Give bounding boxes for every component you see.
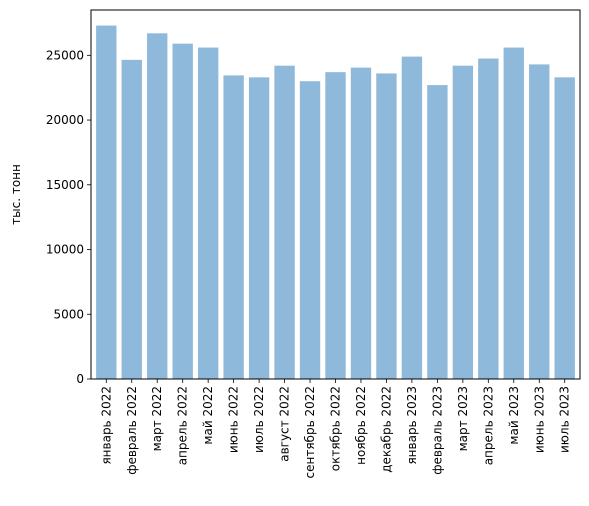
x-tick-label: июнь 2022 — [227, 386, 241, 453]
bar — [274, 65, 295, 380]
x-tick-label: декабрь 2022 — [379, 386, 393, 473]
x-tick-label: октябрь 2022 — [329, 386, 343, 471]
x-tick-label: июнь 2023 — [532, 386, 546, 453]
bars — [96, 25, 575, 380]
x-tick-label: январь 2023 — [405, 386, 419, 465]
bar — [350, 67, 372, 380]
x-tick-label: февраль 2023 — [430, 386, 444, 475]
x-tick-label: январь 2022 — [99, 386, 113, 465]
bar — [325, 72, 346, 380]
y-tick-label: 0 — [76, 372, 84, 386]
bar — [401, 56, 423, 380]
x-tick-label: сентябрь 2022 — [303, 386, 317, 478]
y-axis-label: тыс. тонн — [9, 164, 23, 225]
x-tick-label: март 2023 — [456, 386, 470, 451]
bar — [503, 47, 524, 380]
bar — [554, 77, 575, 379]
x-tick-label: февраль 2022 — [125, 386, 139, 475]
y-tick-label: 15000 — [46, 178, 84, 192]
bar — [248, 77, 270, 379]
bar — [147, 33, 168, 380]
plot-frame — [90, 9, 581, 380]
bar — [299, 81, 321, 380]
bar — [223, 75, 244, 379]
x-tick-label: август 2022 — [278, 386, 292, 462]
x-tick-label: март 2022 — [150, 386, 164, 451]
x-tick-label: июль 2023 — [558, 386, 572, 453]
bar — [96, 25, 117, 379]
y-tick-label: 10000 — [46, 243, 84, 257]
bar — [427, 85, 448, 379]
y-tick-label: 20000 — [46, 113, 84, 127]
bar — [376, 73, 397, 379]
x-tick-label: июль 2022 — [252, 386, 266, 453]
x-tick-label: апрель 2023 — [481, 386, 495, 465]
x-tick-label: май 2022 — [201, 386, 215, 445]
bar — [529, 64, 550, 379]
y-tick-label: 25000 — [46, 48, 84, 62]
bar — [197, 47, 219, 380]
bar — [478, 58, 499, 380]
x-tick-label: ноябрь 2022 — [354, 386, 368, 465]
x-tick-label: май 2023 — [507, 386, 521, 445]
bar — [121, 59, 142, 379]
y-axis: 0 5000 10000 15000 20000 25000 — [46, 48, 91, 386]
bar — [452, 65, 474, 380]
x-axis: январь 2022 февраль 2022 март 2022 апрель 2… — [99, 379, 572, 478]
y-tick-label: 5000 — [53, 307, 84, 321]
x-tick-label: апрель 2022 — [176, 386, 190, 465]
bar — [172, 43, 193, 379]
